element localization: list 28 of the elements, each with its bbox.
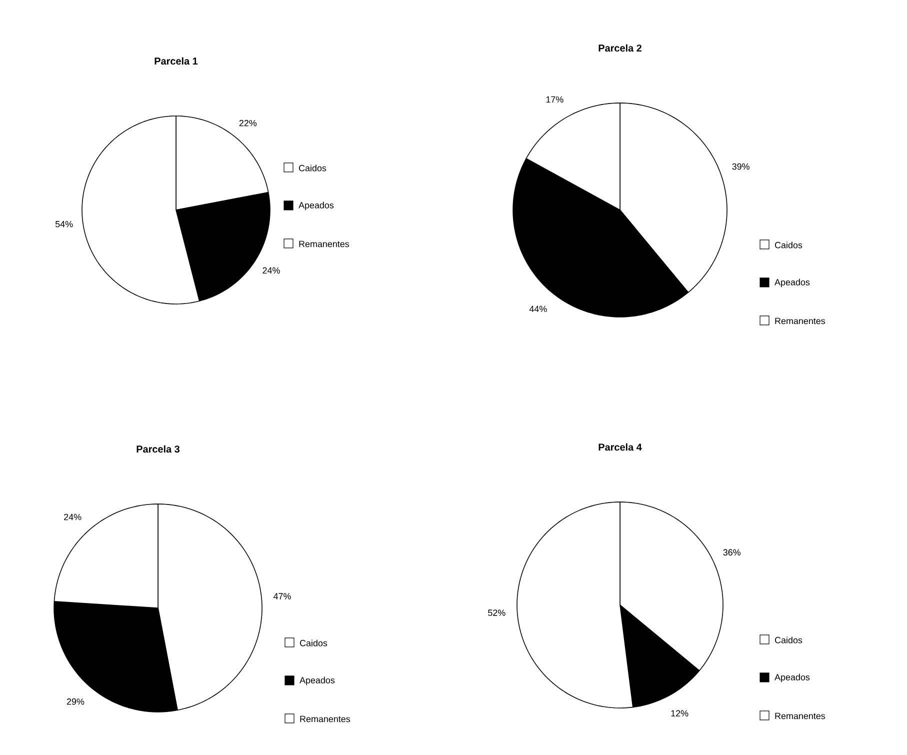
data-label: 39%: [732, 163, 750, 170]
legend-label: Remanentes: [775, 318, 826, 324]
legend-label: Caidos: [298, 164, 326, 172]
data-label: 24%: [262, 267, 280, 274]
data-label: 17%: [546, 96, 564, 103]
legend-label: Caidos: [300, 640, 328, 646]
data-label: 12%: [671, 710, 688, 716]
legend-label: Remanentes: [299, 240, 350, 248]
data-label: 54%: [55, 220, 73, 228]
chart-title: Parcela 2: [598, 44, 642, 52]
legend-label: Remanentes: [300, 716, 350, 722]
legend-label: Caidos: [774, 636, 802, 644]
legend-label: Apeados: [298, 202, 334, 210]
legend-label: Apeados: [774, 674, 810, 682]
data-label: 29%: [66, 698, 84, 705]
chart-title: Parcela 3: [136, 445, 180, 453]
data-label: 44%: [529, 306, 547, 312]
data-label: 52%: [488, 610, 506, 616]
chart-title: Parcela 4: [598, 443, 642, 451]
data-label: 47%: [273, 593, 291, 600]
legend-label: Remanentes: [775, 712, 826, 720]
legend-label: Apeados: [774, 278, 810, 288]
data-label: 24%: [64, 514, 82, 520]
chart-title: Parcela 1: [154, 57, 198, 65]
legend-label: Caidos: [774, 242, 802, 248]
legend-label: Apeados: [300, 676, 335, 686]
data-label: 22%: [239, 120, 257, 126]
data-label: 36%: [723, 549, 741, 556]
